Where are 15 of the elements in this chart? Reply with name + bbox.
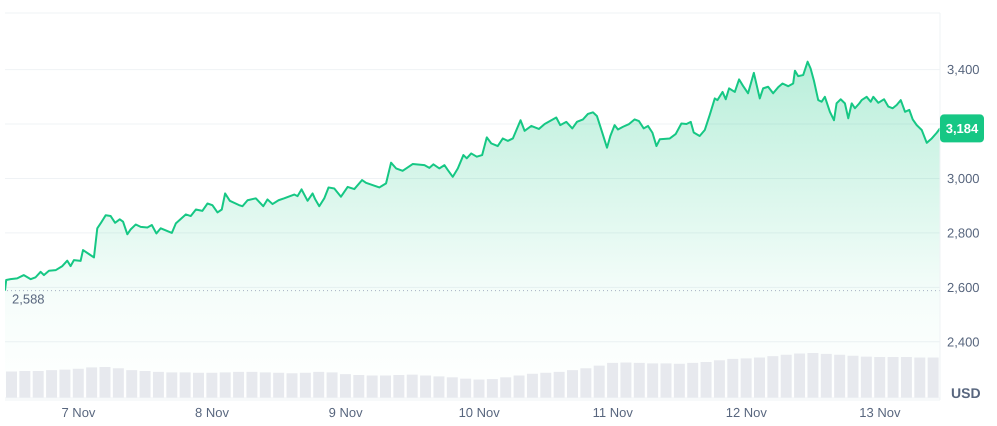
y-tick-label: 3,400 [947,62,980,78]
y-tick-label: 2,400 [947,334,980,350]
x-tick-label: 12 Nov [726,405,768,420]
x-tick-label: 10 Nov [458,405,500,420]
y-tick-label: 3,000 [947,171,980,186]
x-tick-label: 9 Nov [328,405,364,420]
x-tick-label: 7 Nov [61,405,96,420]
x-tick-label: 13 Nov [859,405,901,420]
x-tick-label: 11 Nov [592,405,634,420]
y-tick-label: 2,800 [947,226,980,241]
y-tick-label: 2,600 [947,280,980,295]
x-tick-label: 8 Nov [195,405,230,420]
ref-line-label: 2,588 [12,292,45,307]
annotation: 3,184 [946,120,980,136]
y-axis-title: USD [951,385,981,401]
